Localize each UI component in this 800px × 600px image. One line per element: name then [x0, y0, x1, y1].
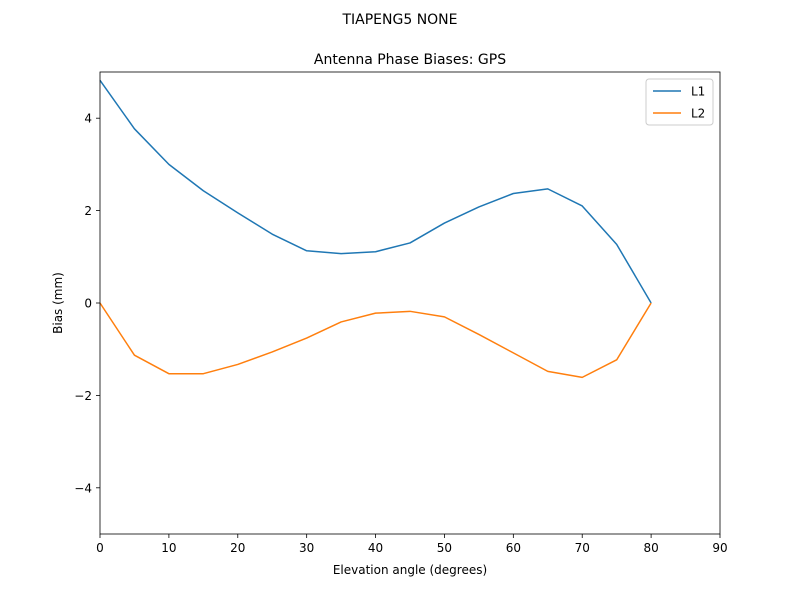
series-line-l1: [99, 79, 652, 304]
x-tick-label: 70: [575, 541, 590, 555]
x-tick-label: 40: [368, 541, 383, 555]
y-tick-label: −4: [74, 481, 92, 495]
x-tick-label: 30: [299, 541, 314, 555]
x-tick-label: 90: [712, 541, 727, 555]
x-tick-label: 10: [161, 541, 176, 555]
figure-suptitle: TIAPENG5 NONE: [341, 12, 457, 28]
y-tick-label: 4: [84, 112, 92, 126]
y-axis-label: Bias (mm): [51, 272, 65, 334]
x-axis-label: Elevation angle (degrees): [333, 563, 487, 577]
chart-title: Antenna Phase Biases: GPS: [314, 52, 506, 68]
x-tick-label: 20: [230, 541, 245, 555]
legend-label-l1: L1: [691, 85, 705, 99]
legend-label-l2: L2: [691, 107, 705, 121]
x-tick-label: 80: [643, 541, 658, 555]
x-tick-label: 60: [506, 541, 521, 555]
series-line-l2: [99, 302, 652, 379]
y-tick-label: 0: [84, 297, 92, 311]
axes-frame: [99, 71, 721, 535]
y-tick-label: 2: [84, 204, 92, 218]
y-tick-label: −2: [74, 389, 92, 403]
legend: L1 L2: [645, 78, 714, 126]
x-tick-label: 0: [96, 541, 104, 555]
x-tick-label: 50: [437, 541, 452, 555]
